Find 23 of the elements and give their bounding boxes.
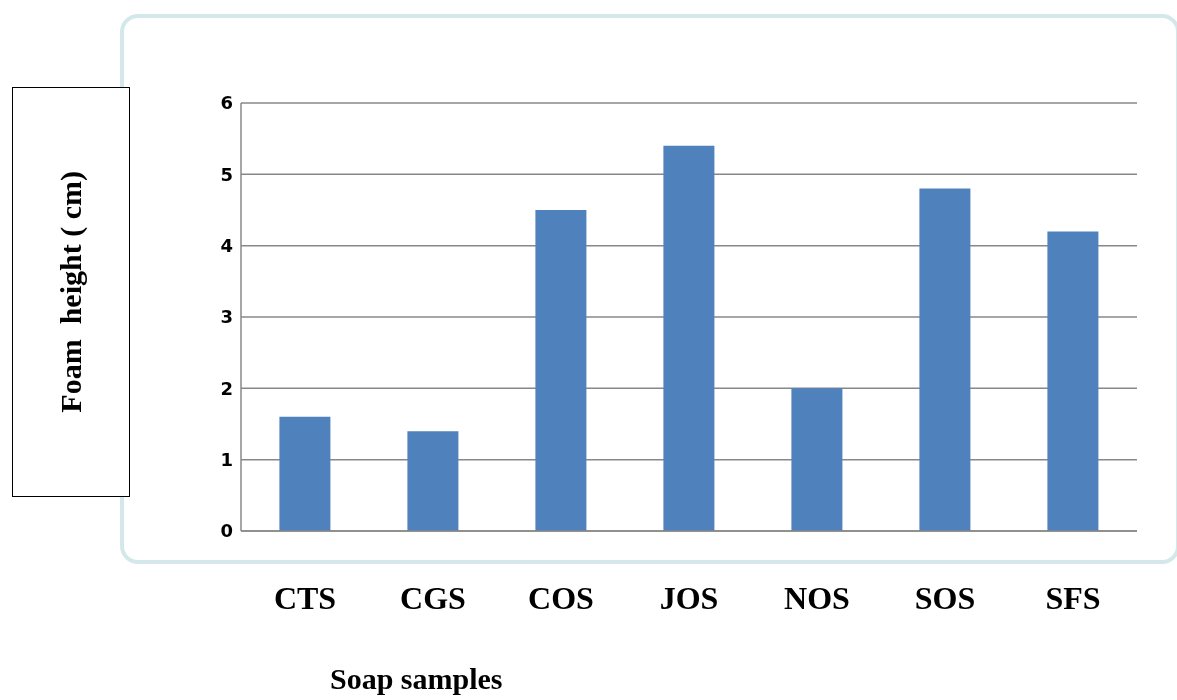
x-tick-label: SFS [1045, 580, 1101, 616]
bar [407, 431, 459, 531]
bar [1047, 231, 1099, 531]
x-axis-title: Soap samples [330, 662, 503, 696]
x-tick-label: CGS [400, 580, 466, 616]
y-tick-label: 5 [220, 163, 233, 185]
y-tick-label: 2 [220, 377, 233, 399]
x-tick-label: JOS [659, 580, 719, 616]
x-tick-label: NOS [784, 580, 850, 616]
x-tick-label: SOS [914, 580, 976, 616]
x-tick-label: COS [528, 580, 594, 616]
y-axis-title: Foam height ( cm) [54, 171, 88, 413]
x-tick-label: CTS [273, 580, 337, 616]
y-tick-label: 4 [220, 235, 233, 257]
bar [535, 210, 587, 531]
bar [919, 188, 971, 531]
y-tick-label: 0 [220, 520, 233, 542]
y-tick-label: 3 [220, 306, 233, 328]
bar [663, 145, 715, 531]
y-tick-label: 6 [220, 92, 233, 114]
y-tick-label: 1 [220, 449, 233, 471]
bar [279, 416, 331, 531]
bar [791, 388, 843, 531]
